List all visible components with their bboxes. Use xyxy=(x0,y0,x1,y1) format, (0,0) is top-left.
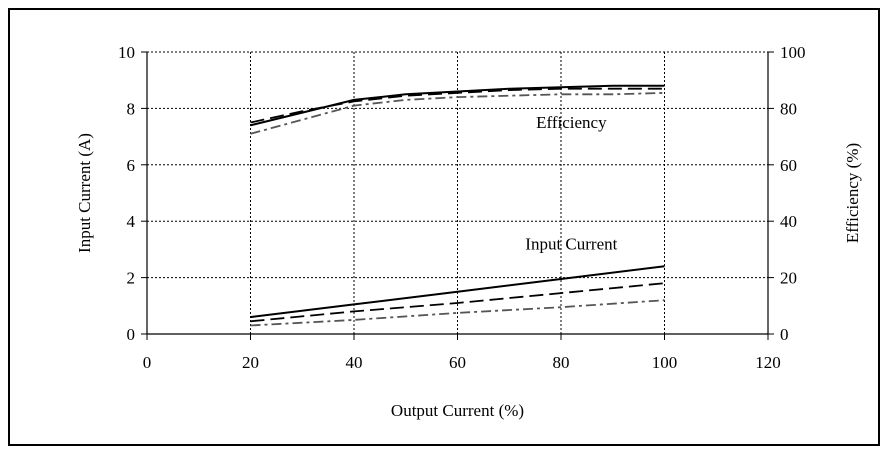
y2-tick-label: 20 xyxy=(780,269,797,288)
annotations: Efficiency Input Current xyxy=(525,113,617,253)
y2-tick-label: 80 xyxy=(780,99,797,118)
input-current-line-dashed xyxy=(250,282,665,323)
x-tick-label: 0 xyxy=(143,353,152,372)
input-current-line-solid xyxy=(250,265,665,319)
x-tick-label: 80 xyxy=(553,353,570,372)
y2-tick-label: 0 xyxy=(780,325,789,344)
y2-tick-label: 100 xyxy=(780,43,806,62)
x-tick-labels: 0 20 40 60 80 100 120 xyxy=(143,353,781,372)
efficiency-line-dashdot xyxy=(250,92,665,135)
x-axis-title: Output Current (%) xyxy=(391,401,524,420)
y-tick-label: 0 xyxy=(127,325,136,344)
y-tick-labels: 0 2 4 6 8 10 xyxy=(118,43,136,344)
axes xyxy=(141,51,774,340)
y2-tick-label: 40 xyxy=(780,212,797,231)
x-tick-label: 60 xyxy=(449,353,466,372)
gridlines xyxy=(147,51,768,334)
y2-tick-labels: 0 20 40 60 80 100 xyxy=(780,43,806,344)
x-tick-label: 20 xyxy=(242,353,259,372)
y2-axis-title: Efficiency (%) xyxy=(843,143,862,243)
input-current-line-dashdot xyxy=(250,299,665,327)
x-tick-label: 100 xyxy=(652,353,678,372)
y2-tick-label: 60 xyxy=(780,156,797,175)
x-tick-label: 120 xyxy=(755,353,781,372)
x-tick-label: 40 xyxy=(346,353,363,372)
chart-svg: 0 20 40 60 80 100 120 0 2 4 6 8 10 0 20 40 60 80 100 Eff… xyxy=(75,43,862,420)
y-tick-label: 6 xyxy=(127,156,136,175)
y-tick-label: 8 xyxy=(127,99,136,118)
y-tick-label: 10 xyxy=(118,43,135,62)
chart-frame: 0 20 40 60 80 100 120 0 2 4 6 8 10 0 20 40 60 80 100 Eff… xyxy=(8,8,880,446)
y-tick-label: 4 xyxy=(127,212,136,231)
y-axis-title: Input Current (A) xyxy=(75,133,94,253)
efficiency-line-dashed xyxy=(250,87,665,124)
y-tick-label: 2 xyxy=(127,269,136,288)
series-lines xyxy=(250,84,665,327)
annotation-label: Input Current xyxy=(525,234,617,253)
annotation-label: Efficiency xyxy=(536,113,607,132)
